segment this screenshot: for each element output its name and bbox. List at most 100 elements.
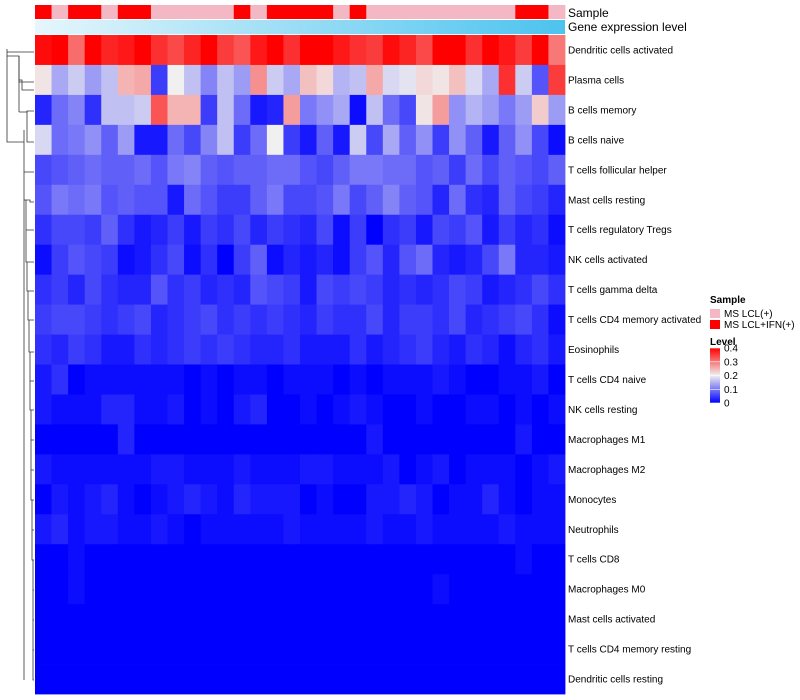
heatmap-cell <box>266 35 284 66</box>
heatmap-cell <box>101 604 119 635</box>
heatmap-cell <box>349 484 367 515</box>
sample-annotation-cell <box>432 5 450 19</box>
heatmap-cell <box>465 514 483 545</box>
sample-annotation-cell <box>35 5 52 19</box>
heatmap-cell <box>465 244 483 276</box>
heatmap-cell <box>382 154 400 186</box>
sample-annotation-cell <box>266 5 284 19</box>
heatmap-cell <box>333 274 351 305</box>
heatmap-cell <box>84 484 102 515</box>
heatmap-cell <box>233 154 251 186</box>
heatmap-cell <box>548 35 566 66</box>
sample-annotation-cell <box>515 5 533 19</box>
heatmap-cell <box>449 94 467 126</box>
heatmap-cell <box>300 364 317 395</box>
heatmap-cell <box>35 35 52 66</box>
heatmap-cell <box>233 664 251 695</box>
heatmap-cell <box>548 604 566 635</box>
heatmap-cell <box>382 274 400 305</box>
heatmap-cell <box>184 454 202 485</box>
heatmap-cell <box>399 35 417 66</box>
heatmap-cell <box>184 364 202 395</box>
heatmap-cell <box>283 574 301 605</box>
heatmap-cell <box>349 634 367 665</box>
heatmap-cell <box>150 634 168 665</box>
heatmap-cell <box>233 454 251 485</box>
heatmap-cell <box>349 664 367 695</box>
heatmap-cell <box>250 514 268 545</box>
heatmap-cell <box>382 64 400 96</box>
heatmap-cell <box>449 484 467 515</box>
sample-annotation-cell <box>531 5 549 19</box>
heatmap-cell <box>150 604 168 635</box>
row-label: T cells follicular helper <box>568 165 667 176</box>
sample-annotation-label: Sample <box>568 6 609 20</box>
row-label: Neutrophils <box>568 525 619 536</box>
legend-level-ticks: 0.4 0.3 0.2 0.1 0 <box>710 344 738 410</box>
heatmap-cell <box>531 274 549 305</box>
heatmap-cell <box>283 214 301 246</box>
heatmap-cell <box>415 184 433 216</box>
heatmap-cell <box>266 274 284 305</box>
heatmap-cell <box>333 94 351 126</box>
heatmap-cell <box>300 214 317 246</box>
legend-level-tick-label: 0.3 <box>724 357 738 368</box>
legend-level-tick-label: 0.2 <box>724 371 738 382</box>
heatmap-cell <box>531 35 549 66</box>
heatmap-cell <box>101 274 119 305</box>
heatmap-cell <box>266 364 284 395</box>
heatmap-cell <box>498 604 516 635</box>
legend-label-ms-lcl: MS LCL(+) <box>724 309 773 320</box>
heatmap-cell <box>366 454 384 485</box>
heatmap-cell <box>300 484 317 515</box>
heatmap-cell <box>51 35 69 66</box>
heatmap-cell <box>167 94 185 126</box>
heatmap-cell <box>333 334 351 365</box>
heatmap-cell <box>316 484 334 515</box>
heatmap-cell <box>449 604 467 635</box>
heatmap-cell <box>51 454 69 485</box>
heatmap-cell <box>366 304 384 335</box>
heatmap-cell <box>415 124 433 156</box>
heatmap-cell <box>68 64 86 96</box>
heatmap-cell <box>68 664 86 695</box>
heatmap-cell <box>283 274 301 305</box>
heatmap-cell <box>316 124 334 156</box>
heatmap-cell <box>250 574 268 605</box>
heatmap-cell <box>217 484 235 515</box>
heatmap-cell <box>515 574 533 605</box>
heatmap-cell <box>150 124 168 156</box>
heatmap-cell <box>515 334 533 365</box>
heatmap-cell <box>316 94 334 126</box>
heatmap-cell <box>167 244 185 276</box>
heatmap-cell <box>184 94 202 126</box>
heatmap-cell <box>333 424 351 455</box>
heatmap-cell <box>548 334 566 365</box>
heatmap-cell <box>35 454 52 485</box>
heatmap-cell <box>366 364 384 395</box>
heatmap-cell <box>432 244 450 276</box>
heatmap-cell <box>515 664 533 695</box>
heatmap-cell <box>548 274 566 305</box>
heatmap-cell <box>531 154 549 186</box>
heatmap-cell <box>300 574 317 605</box>
heatmap-cell <box>498 94 516 126</box>
heatmap-cell <box>498 484 516 515</box>
heatmap-cell <box>233 424 251 455</box>
heatmap-cell <box>548 544 566 575</box>
heatmap-cell <box>150 35 168 66</box>
heatmap-cell <box>465 394 483 425</box>
heatmap-cell <box>200 664 218 695</box>
heatmap-cell <box>482 574 500 605</box>
heatmap-cell <box>150 424 168 455</box>
heatmap-cell <box>316 154 334 186</box>
heatmap-cell <box>382 364 400 395</box>
heatmap-cell <box>35 184 52 216</box>
heatmap-cell <box>498 214 516 246</box>
heatmap-cell <box>250 244 268 276</box>
sample-annotation-cell <box>233 5 251 19</box>
heatmap-cell <box>200 154 218 186</box>
legend-level-tick-label: 0.1 <box>724 385 738 396</box>
heatmap-cell <box>283 304 301 335</box>
heatmap-cell <box>382 454 400 485</box>
